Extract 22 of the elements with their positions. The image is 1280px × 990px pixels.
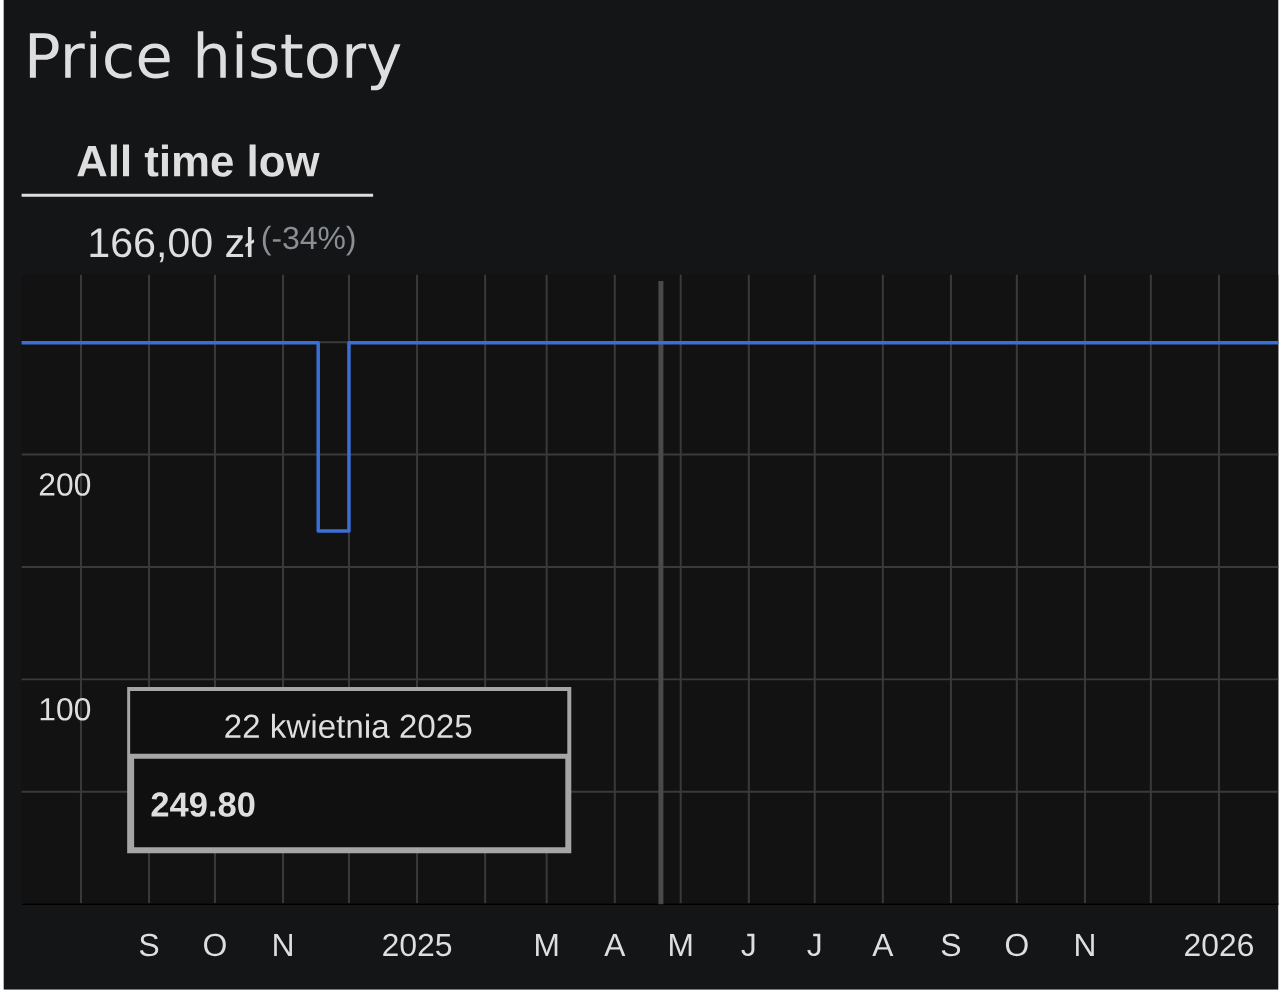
chart-subtitle: All time low bbox=[77, 144, 320, 177]
annotation: 249.80 bbox=[151, 792, 255, 817]
x-tick-label: 2025 bbox=[383, 933, 452, 957]
chart-title: Price history bbox=[29, 31, 401, 91]
x-tick-label: A bbox=[604, 934, 626, 957]
text: (-34%) bbox=[262, 225, 355, 256]
y-tick-label: 200 bbox=[39, 473, 91, 496]
x-tick-label: S bbox=[941, 933, 961, 957]
x-tick-label: O bbox=[204, 933, 226, 957]
x-tick-label: N bbox=[1076, 934, 1094, 957]
x-tick-label: S bbox=[139, 933, 159, 957]
text: 166,00 zł bbox=[90, 227, 255, 263]
x-tick-label: M bbox=[536, 934, 558, 957]
y-tick-label: 100 bbox=[40, 698, 91, 721]
annotation: 22 kwietnia 2025 bbox=[225, 713, 472, 739]
x-tick-label: 2026 bbox=[1185, 933, 1253, 957]
x-tick-label: O bbox=[1005, 933, 1028, 957]
x-tick-label: A bbox=[872, 934, 894, 957]
x-tick-label: M bbox=[670, 934, 692, 957]
x-tick-label: N bbox=[274, 934, 292, 957]
x-tick-label: J bbox=[807, 933, 821, 957]
x-tick-label: J bbox=[741, 933, 755, 957]
